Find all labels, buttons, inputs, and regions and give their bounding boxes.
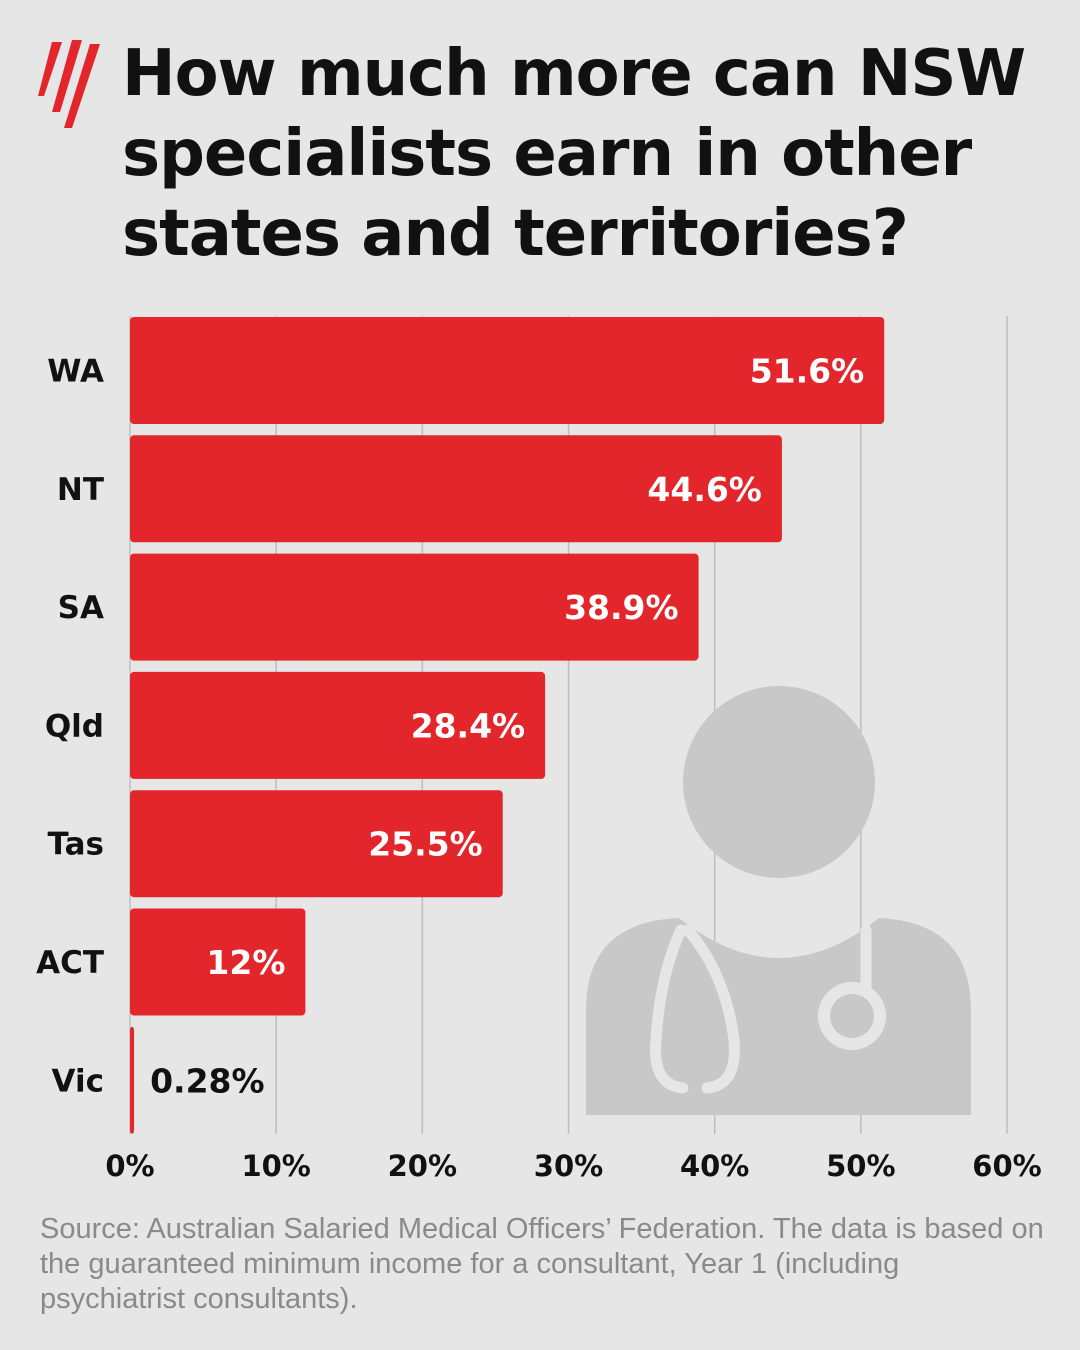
value-label: 12% [206,943,285,982]
category-label: Vic [52,1063,104,1099]
value-label: 0.28% [150,1061,264,1100]
category-label: Tas [47,827,104,863]
value-label: 25.5% [368,825,483,864]
category-label: ACT [36,945,104,981]
bars [130,317,885,1134]
bar-chart: 0% 10% 20% 30% 40% 50% 60% WA 51.6% NT 44.6% SA 38.9… [36,316,1042,1184]
value-label: 38.9% [564,588,679,627]
x-tick-label: 50% [826,1149,895,1183]
category-label: NT [57,472,104,508]
bar [130,908,306,1016]
value-label: 28.4% [411,706,526,745]
value-label: 51.6% [750,352,865,391]
x-tick-label: 10% [241,1149,310,1183]
bar [130,790,503,898]
x-tick-label: 0% [105,1149,154,1183]
bar [130,553,699,661]
x-tick-label: 20% [388,1149,457,1183]
doctor-stethoscope-icon [586,686,971,1115]
bar [130,317,885,424]
bar [130,1026,135,1134]
chart-title: How much more can NSW specialists earn i… [122,37,1026,271]
x-tick-label: 60% [972,1149,1041,1183]
source-footnote: Source: Australian Salaried Medical Offi… [40,1213,1044,1315]
category-label: Qld [45,708,104,744]
category-label: WA [47,354,104,390]
labels: 0% 10% 20% 30% 40% 50% 60% WA 51.6% NT 44.6% SA 38.9… [36,352,1042,1184]
bar [130,435,782,543]
category-label: SA [58,590,104,626]
broadcaster-logo-icon [38,40,100,128]
x-tick-label: 40% [680,1149,749,1183]
value-label: 44.6% [647,470,762,509]
bar [130,671,546,779]
x-tick-label: 30% [534,1149,603,1183]
